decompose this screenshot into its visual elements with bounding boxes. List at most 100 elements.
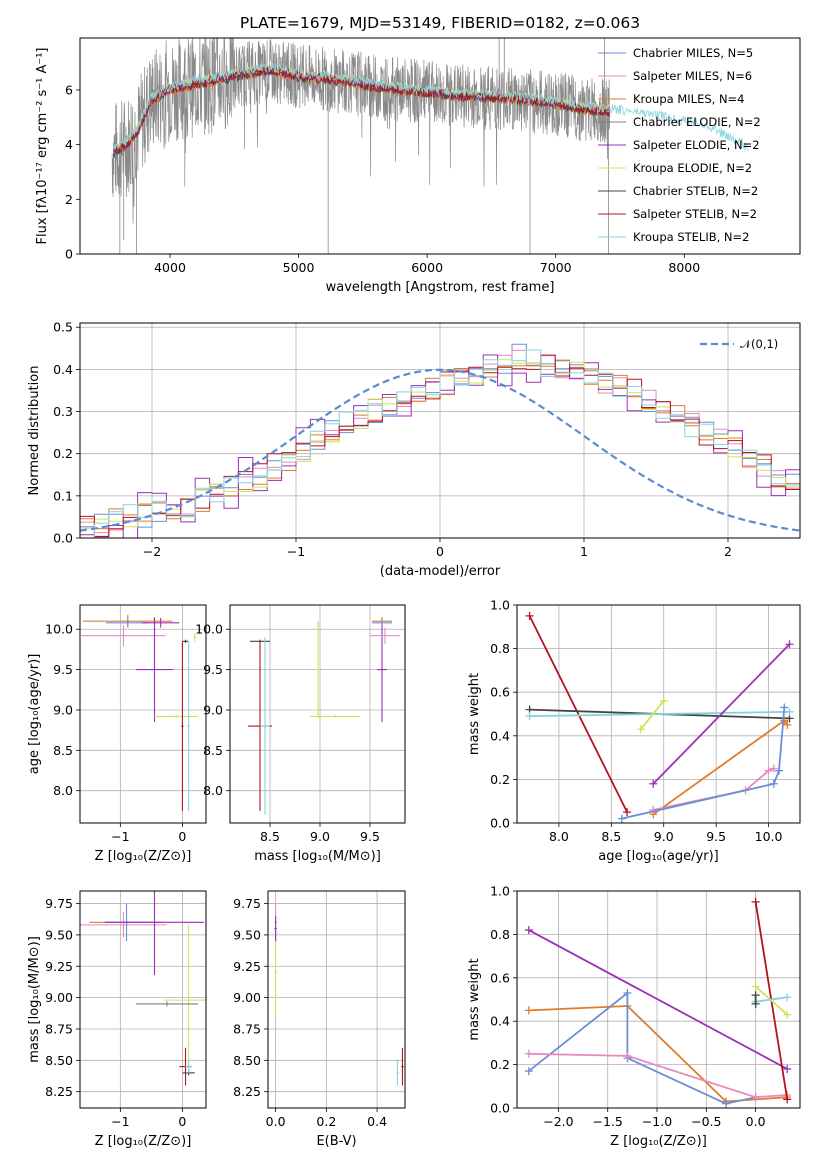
- x-tick-label: 0.4: [367, 1114, 387, 1129]
- weight-marker: [751, 1093, 760, 1102]
- y-tick-label: 0.8: [490, 927, 510, 942]
- normal-curve: [80, 368, 800, 532]
- figure-title: PLATE=1679, MJD=53149, FIBERID=0182, z=0…: [240, 14, 640, 32]
- y-axis-label: mass weight: [467, 673, 482, 755]
- x-tick-label: 9.5: [706, 829, 726, 844]
- plot-area: [524, 897, 792, 1108]
- y-tick-label: 9.00: [45, 990, 73, 1005]
- mass-vs-EBV-panel: 0.0 0.2 0.4 8.25 8.50 8.75 9.00 9.25 9.50 9.75 E(B…: [233, 890, 406, 1149]
- y-tick-label: 9.75: [233, 896, 261, 911]
- legend-entry: Salpeter MILES, N=6: [633, 69, 752, 83]
- plot-area: [248, 617, 400, 815]
- y-axis-label: Flux [fλ10⁻¹⁷ erg cm⁻² s⁻¹ A⁻¹]: [35, 48, 50, 245]
- x-tick-label: −1.5: [593, 1114, 623, 1129]
- model-spectrum: [113, 62, 749, 151]
- y-tick-label: 10.0: [195, 622, 223, 637]
- model-spectrum: [113, 65, 610, 153]
- y-tick-label: 0.0: [490, 816, 510, 831]
- y-tick-label: 0.2: [53, 446, 73, 461]
- weight-marker: [783, 1064, 792, 1073]
- axes-frame: [79, 890, 207, 1109]
- axes-frame: [267, 890, 406, 1109]
- residual-step-histogram: [80, 365, 800, 530]
- axes-frame: [79, 37, 801, 255]
- mass-weight-vs-age-panel: 8.0 8.5 9.0 9.5 10.0 0.0 0.2 0.4 0.6 0.8 1.0 age [l…: [467, 598, 801, 864]
- observed-spectrum: [111, 38, 611, 224]
- x-axis-label: mass [log₁₀(M/M⊙)]: [254, 849, 381, 864]
- weight-line: [621, 707, 786, 820]
- y-tick-label: 8.50: [45, 1053, 73, 1068]
- x-tick-label: 4000: [154, 260, 186, 275]
- weight-line: [755, 996, 788, 1003]
- axes-frame: [516, 890, 801, 1109]
- weight-marker: [659, 696, 668, 705]
- legend-entry: Kroupa MILES, N=4: [633, 92, 745, 106]
- x-tick-label: −1.0: [642, 1114, 672, 1129]
- y-tick-label: 9.25: [233, 959, 261, 974]
- y-tick-label: 8.75: [45, 1021, 73, 1036]
- x-tick-label: 10.0: [755, 829, 783, 844]
- y-tick-label: 8.25: [45, 1084, 73, 1099]
- y-tick-label: 0.1: [53, 488, 73, 503]
- x-tick-label: 9.0: [310, 829, 330, 844]
- y-tick-label: 0.6: [490, 685, 510, 700]
- y-tick-label: 1.0: [490, 598, 510, 613]
- weight-marker: [751, 982, 760, 991]
- y-tick-label: 0.3: [53, 404, 73, 419]
- y-tick-label: 6: [65, 82, 73, 97]
- plot-area: [111, 38, 749, 254]
- y-tick-label: 9.50: [45, 927, 73, 942]
- weight-marker: [524, 1049, 533, 1058]
- plot-area: [274, 903, 404, 1086]
- weight-marker: [785, 707, 794, 716]
- y-tick-label: 10.0: [45, 622, 73, 637]
- weight-marker: [623, 1051, 632, 1060]
- y-tick-label: 9.5: [53, 662, 73, 677]
- y-axis-label: mass weight: [467, 958, 482, 1040]
- legend-entry: Kroupa ELODIE, N=2: [633, 161, 752, 175]
- x-tick-label: −1: [111, 829, 129, 844]
- weight-line: [652, 643, 791, 785]
- x-tick-label: 9.5: [360, 829, 380, 844]
- x-tick-label: 0.0: [266, 1114, 286, 1129]
- weight-marker: [751, 999, 760, 1008]
- x-tick-label: 8.0: [549, 829, 569, 844]
- x-tick-label: 0: [436, 544, 444, 559]
- y-tick-label: 9.5: [203, 662, 223, 677]
- weight-marker: [722, 1099, 731, 1108]
- age-vs-Z-panel: −1 0 8.0 8.5 9.0 9.5 10.0 Z [log₁₀(Z/Z⊙)] age [l…: [27, 604, 207, 864]
- x-tick-label: −1: [287, 544, 305, 559]
- weight-marker: [775, 766, 784, 775]
- y-tick-label: 9.50: [233, 927, 261, 942]
- y-tick-label: 0: [65, 247, 73, 262]
- weight-marker: [783, 993, 792, 1002]
- weight-marker: [751, 897, 760, 906]
- legend-entry: Chabrier STELIB, N=2: [633, 184, 758, 198]
- y-tick-label: 0.4: [490, 1014, 510, 1029]
- axes-frame: [229, 604, 406, 824]
- plot-area: [525, 611, 794, 823]
- x-tick-label: 0.2: [316, 1114, 336, 1129]
- y-tick-label: 8.25: [233, 1084, 261, 1099]
- x-tick-label: 7000: [540, 260, 572, 275]
- weight-line: [528, 929, 788, 1070]
- residual-step-histogram: [80, 354, 800, 537]
- x-tick-label: 2: [724, 544, 732, 559]
- y-tick-label: 1.0: [490, 884, 510, 899]
- y-tick-label: 0.0: [490, 1101, 510, 1116]
- weight-marker: [649, 779, 658, 788]
- weight-marker: [525, 712, 534, 721]
- y-tick-label: 0.5: [53, 320, 73, 335]
- x-axis-label: wavelength [Angstrom, rest frame]: [326, 280, 555, 295]
- legend-entry: Salpeter STELIB, N=2: [633, 207, 757, 221]
- legend-entry: Kroupa STELIB, N=2: [633, 230, 750, 244]
- y-tick-label: 0.2: [490, 1057, 510, 1072]
- legend-entry: Chabrier MILES, N=5: [633, 46, 753, 60]
- weight-marker: [769, 764, 778, 773]
- y-tick-label: 8.50: [233, 1053, 261, 1068]
- y-axis-label: mass [log₁₀(M/M⊙)]: [27, 936, 42, 1063]
- x-axis-label: Z [log₁₀(Z/Z⊙)]: [95, 849, 192, 864]
- y-axis-label: Normed distribution: [27, 366, 42, 496]
- x-tick-label: −2: [143, 544, 161, 559]
